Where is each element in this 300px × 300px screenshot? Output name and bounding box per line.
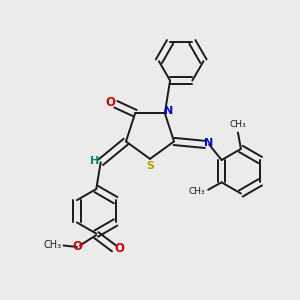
Text: S: S	[146, 161, 154, 171]
Text: H: H	[89, 156, 99, 167]
Text: O: O	[72, 241, 82, 254]
Text: CH₃: CH₃	[230, 120, 246, 129]
Text: O: O	[106, 96, 116, 109]
Text: N: N	[164, 106, 173, 116]
Text: O: O	[114, 242, 124, 255]
Text: CH₃: CH₃	[189, 187, 205, 196]
Text: N: N	[205, 138, 214, 148]
Text: CH₃: CH₃	[43, 241, 61, 250]
